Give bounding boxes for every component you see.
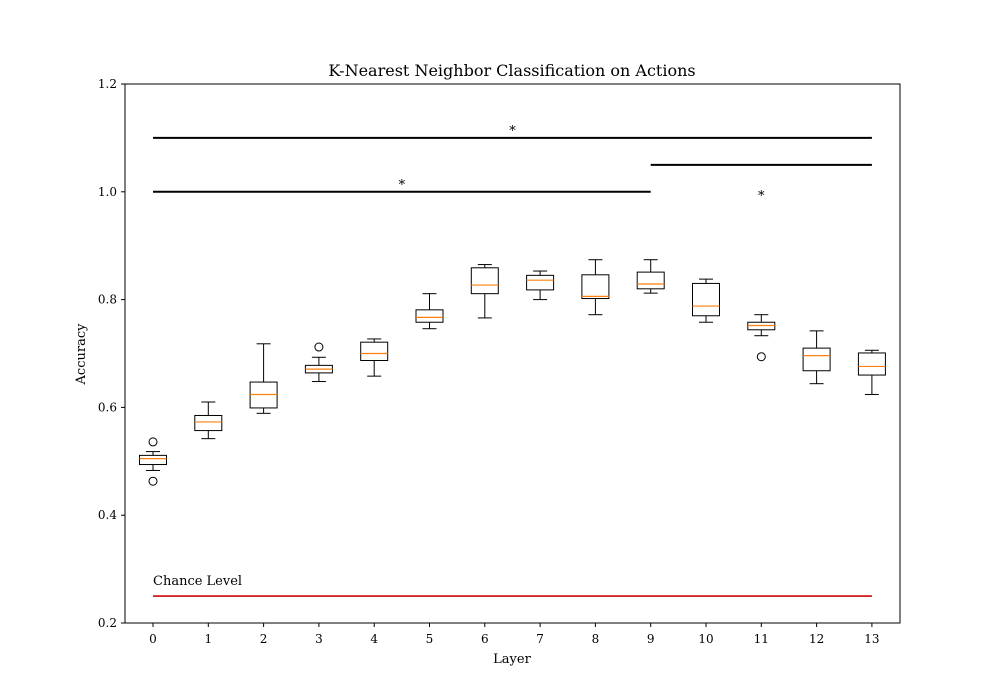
box-iqr <box>526 274 555 291</box>
y-tick-label: 1.2 <box>98 77 117 91</box>
outlier-point <box>148 437 158 447</box>
plot-area: Chance Level * * * <box>139 124 886 597</box>
x-axis-label: Layer <box>493 652 531 667</box>
x-tick-label: 10 <box>698 632 713 646</box>
box-iqr <box>470 267 499 295</box>
box-layer-13 <box>857 349 886 395</box>
y-tick-label: 0.8 <box>98 293 117 307</box>
y-tick-label: 0.4 <box>98 508 117 522</box>
box-iqr <box>360 341 389 362</box>
chart-title: K-Nearest Neighbor Classification on Act… <box>328 61 695 80</box>
x-tick-label: 5 <box>426 632 434 646</box>
box-layer-6 <box>470 264 499 319</box>
box-layer-0 <box>139 437 167 486</box>
box-iqr <box>802 347 831 372</box>
y-axis-label: Accuracy <box>74 323 89 386</box>
x-axis: 0 1 2 3 4 5 6 7 8 9 10 11 12 13 <box>149 623 880 646</box>
x-tick-label: 13 <box>864 632 879 646</box>
x-tick-label: 11 <box>754 632 769 646</box>
box-iqr <box>581 274 610 300</box>
significance-star: * <box>399 178 406 193</box>
box-iqr <box>139 454 167 466</box>
x-tick-label: 9 <box>647 632 655 646</box>
box-layer-11 <box>747 314 776 362</box>
box-layer-1 <box>194 401 223 440</box>
x-tick-label: 0 <box>149 632 157 646</box>
box-iqr <box>415 309 444 323</box>
box-layer-12 <box>802 330 831 385</box>
significance-star: * <box>758 189 765 204</box>
x-tick-label: 6 <box>481 632 489 646</box>
outlier-point <box>756 352 766 362</box>
box-layer-2 <box>249 343 278 414</box>
x-tick-label: 7 <box>536 632 544 646</box>
significance-star: * <box>509 124 516 139</box>
x-tick-label: 2 <box>260 632 268 646</box>
box-iqr <box>857 352 886 376</box>
x-tick-label: 4 <box>370 632 378 646</box>
box-iqr <box>692 282 720 317</box>
box-layer-8 <box>581 259 610 316</box>
box-layer-4 <box>360 338 389 377</box>
y-tick-label: 1.0 <box>98 185 117 199</box>
box-layer-3 <box>304 342 333 383</box>
y-tick-label: 0.6 <box>98 400 117 414</box>
x-tick-label: 8 <box>592 632 600 646</box>
y-tick-label: 0.2 <box>98 616 117 630</box>
plot-frame <box>124 83 901 624</box>
box-iqr <box>636 271 665 290</box>
x-tick-label: 12 <box>809 632 824 646</box>
y-axis: 0.2 0.4 0.6 0.8 1.0 1.2 <box>98 77 125 630</box>
box-iqr <box>194 414 223 432</box>
x-tick-label: 1 <box>204 632 212 646</box>
box-layer-9 <box>636 259 665 294</box>
box-layer-7 <box>526 270 555 301</box>
chance-level-label: Chance Level <box>153 574 242 589</box>
outlier-point <box>314 342 324 352</box>
box-layer-5 <box>415 293 444 330</box>
box-layer-10 <box>692 278 720 323</box>
x-tick-label: 3 <box>315 632 323 646</box>
outlier-point <box>148 476 158 486</box>
